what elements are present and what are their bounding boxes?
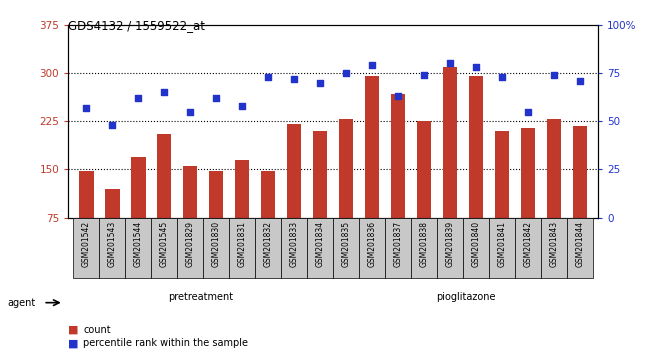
Text: GSM201839: GSM201839 xyxy=(445,221,454,267)
Bar xyxy=(567,218,593,278)
Bar xyxy=(313,131,328,266)
Bar xyxy=(359,218,385,278)
Text: GSM201833: GSM201833 xyxy=(290,221,298,267)
Text: pretreatment: pretreatment xyxy=(168,292,233,302)
Bar xyxy=(255,218,281,278)
Bar xyxy=(203,218,229,278)
Text: ■: ■ xyxy=(68,338,79,348)
Bar xyxy=(547,119,561,266)
Text: GSM201836: GSM201836 xyxy=(368,221,376,267)
Point xyxy=(237,103,248,109)
Point xyxy=(341,70,351,76)
Text: count: count xyxy=(83,325,111,335)
Bar xyxy=(151,218,177,278)
Bar xyxy=(411,218,437,278)
Bar xyxy=(437,218,463,278)
Bar xyxy=(287,125,302,266)
Bar xyxy=(489,218,515,278)
Point xyxy=(211,95,222,101)
Point xyxy=(471,64,481,70)
Bar xyxy=(417,121,431,266)
Point xyxy=(133,95,144,101)
Text: ■: ■ xyxy=(68,325,79,335)
Bar xyxy=(333,218,359,278)
Text: GSM201835: GSM201835 xyxy=(342,221,350,267)
Bar xyxy=(463,218,489,278)
Bar xyxy=(157,134,172,266)
Point xyxy=(159,90,170,95)
Point xyxy=(107,122,118,128)
Bar xyxy=(495,131,509,266)
Bar xyxy=(365,76,379,266)
Point xyxy=(81,105,92,110)
Point xyxy=(523,109,533,114)
Point xyxy=(393,93,403,99)
Text: GSM201544: GSM201544 xyxy=(134,221,143,267)
Text: pioglitazone: pioglitazone xyxy=(436,292,495,302)
Point xyxy=(263,74,274,80)
Text: GSM201843: GSM201843 xyxy=(549,221,558,267)
Text: GSM201830: GSM201830 xyxy=(212,221,221,267)
Text: GSM201844: GSM201844 xyxy=(575,221,584,267)
Bar xyxy=(443,67,457,266)
Bar xyxy=(521,128,535,266)
Text: GSM201545: GSM201545 xyxy=(160,221,169,267)
Bar xyxy=(229,218,255,278)
Bar xyxy=(307,218,333,278)
Bar xyxy=(281,218,307,278)
Text: GSM201841: GSM201841 xyxy=(497,221,506,267)
Text: GSM201837: GSM201837 xyxy=(393,221,402,267)
Point xyxy=(549,72,559,78)
Bar xyxy=(391,93,405,266)
Text: GSM201842: GSM201842 xyxy=(523,221,532,267)
Text: GSM201831: GSM201831 xyxy=(238,221,247,267)
Bar xyxy=(79,171,94,266)
Bar xyxy=(573,126,587,266)
Bar xyxy=(99,218,125,278)
Point xyxy=(367,62,377,68)
Bar xyxy=(261,171,276,266)
Text: GSM201834: GSM201834 xyxy=(316,221,324,267)
Text: agent: agent xyxy=(8,298,36,308)
Bar xyxy=(515,218,541,278)
Bar xyxy=(385,218,411,278)
Text: GSM201543: GSM201543 xyxy=(108,221,117,267)
Bar xyxy=(235,160,250,266)
Point xyxy=(445,61,455,66)
Bar xyxy=(125,218,151,278)
Bar xyxy=(469,76,483,266)
Bar xyxy=(183,166,198,266)
Text: GSM201840: GSM201840 xyxy=(471,221,480,267)
Bar xyxy=(177,218,203,278)
Bar xyxy=(541,218,567,278)
Text: GSM201542: GSM201542 xyxy=(82,221,91,267)
Text: GDS4132 / 1559522_at: GDS4132 / 1559522_at xyxy=(68,19,205,33)
Text: GSM201838: GSM201838 xyxy=(419,221,428,267)
Point xyxy=(575,78,585,84)
Point xyxy=(497,74,507,80)
Bar xyxy=(339,119,353,266)
Point xyxy=(185,109,196,114)
Bar xyxy=(105,189,120,266)
Bar xyxy=(131,156,146,266)
Bar xyxy=(73,218,99,278)
Point xyxy=(289,76,300,82)
Text: GSM201829: GSM201829 xyxy=(186,221,195,267)
Point xyxy=(315,80,326,85)
Point xyxy=(419,72,429,78)
Text: GSM201832: GSM201832 xyxy=(264,221,273,267)
Bar xyxy=(209,171,224,266)
Text: percentile rank within the sample: percentile rank within the sample xyxy=(83,338,248,348)
